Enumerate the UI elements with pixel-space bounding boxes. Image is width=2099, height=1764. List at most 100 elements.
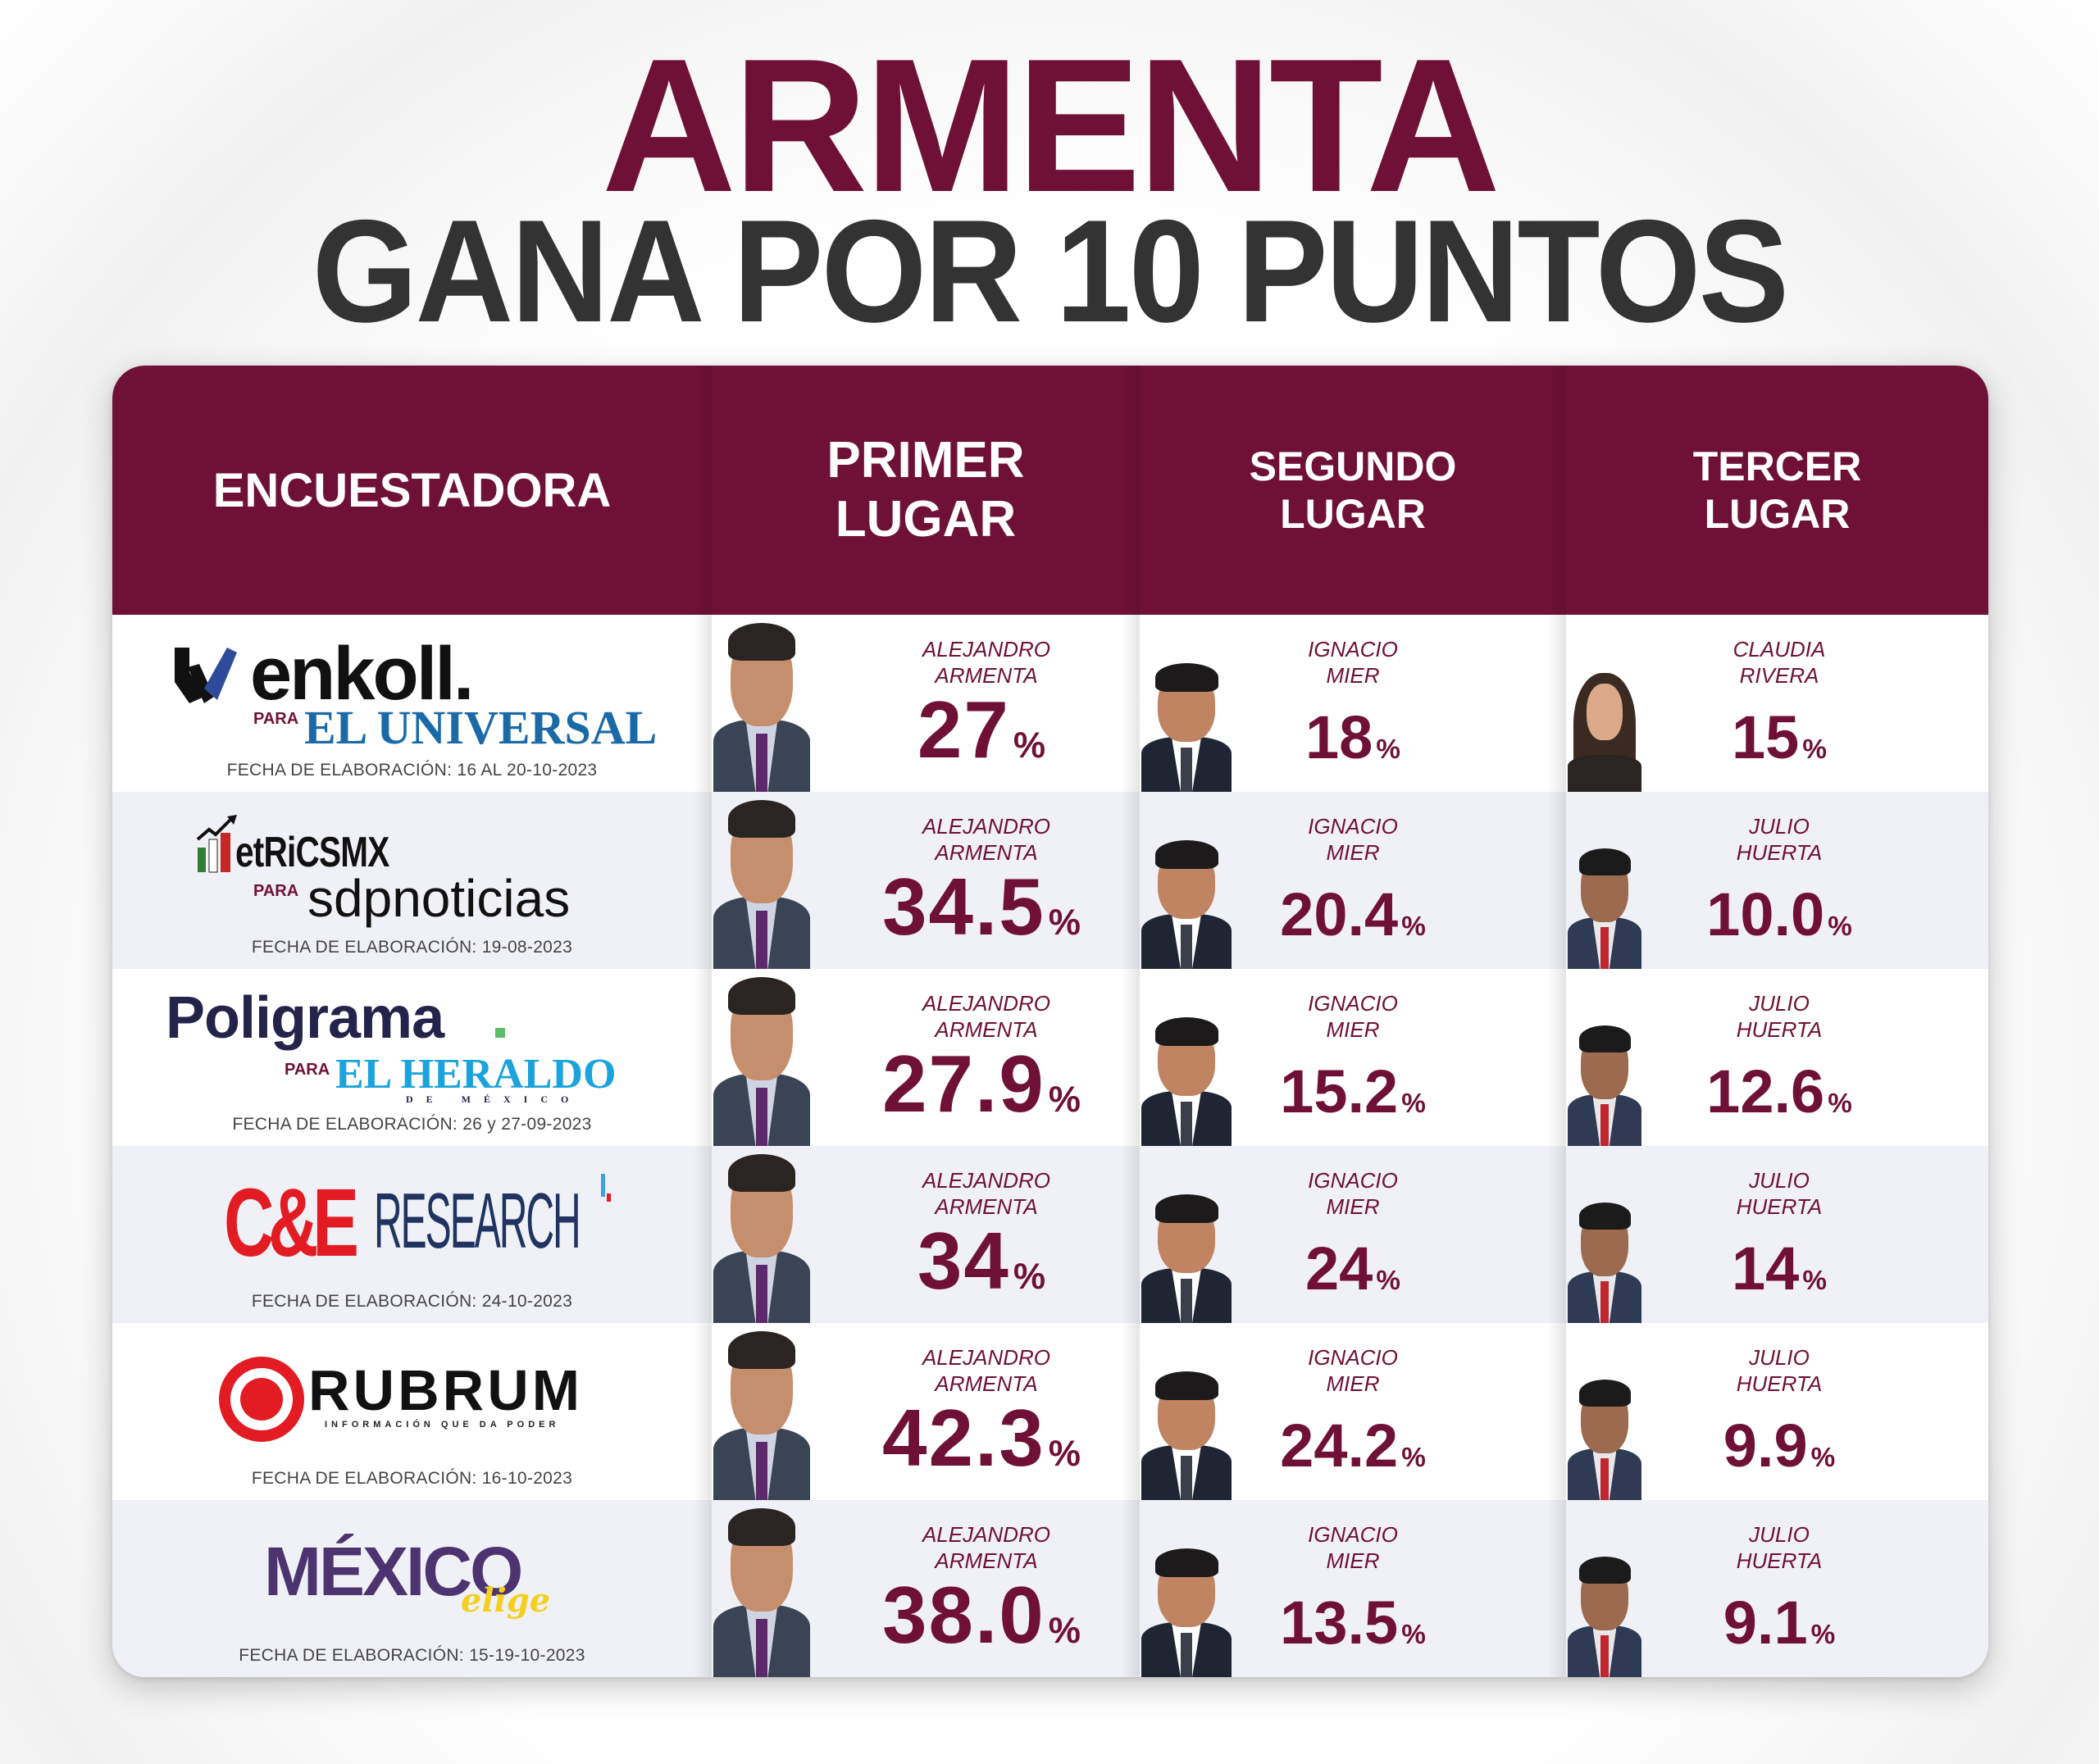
header-label: LUGAR <box>835 491 1017 548</box>
percent-sign: % <box>1828 1089 1852 1119</box>
header-primer-lugar: PRIMER LUGAR <box>712 366 1140 615</box>
metricsmx-logo-icon <box>196 815 237 873</box>
name-line: JULIO <box>1749 1168 1810 1193</box>
name-line: ALEJANDRO <box>922 814 1051 839</box>
percentage-value: 9.9 <box>1723 1412 1808 1480</box>
metricsmx-wordmark: etRiCSMX <box>235 829 389 876</box>
second-place-cell: IGNACIO MIER 13.5% <box>1140 1500 1566 1677</box>
pollster-cell: enkoll. PARA EL UNIVERSAL FECHA DE ELABO… <box>112 615 712 792</box>
pollster-cell: RUBRUM INFORMACIÓN QUE DA PODER FECHA DE… <box>112 1323 712 1500</box>
pollster-cell: C&E RESEARCH FECHA DE ELABORACIÓN: 24-10… <box>112 1146 712 1323</box>
name-line: HUERTA <box>1736 1194 1823 1219</box>
name-line: ALEJANDRO <box>922 991 1051 1016</box>
name-line: JULIO <box>1749 1345 1810 1370</box>
percentage-value: 18 <box>1305 703 1373 771</box>
para-label: PARA <box>253 882 299 900</box>
name-line: ARMENTA <box>935 840 1038 865</box>
percentage: 9.1% <box>1648 1590 1910 1668</box>
name-line: IGNACIO <box>1308 1345 1398 1370</box>
name-line: IGNACIO <box>1308 637 1398 662</box>
candidate-photo-huerta <box>1568 1377 1641 1500</box>
candidate-name: JULIO HUERTA <box>1656 1521 1902 1574</box>
candidate-photo-huerta <box>1568 1554 1641 1677</box>
candidate-photo-armenta <box>713 620 810 792</box>
first-place-cell: ALEJANDRO ARMENTA 34.5% <box>712 792 1140 969</box>
name-line: IGNACIO <box>1308 1522 1398 1547</box>
percentage: 27% <box>826 689 1138 787</box>
name-line: HUERTA <box>1736 1548 1823 1573</box>
candidate-name: IGNACIO MIER <box>1230 1521 1476 1574</box>
percentage-value: 14 <box>1732 1234 1800 1303</box>
enkoll-wordmark: enkoll. <box>250 632 474 716</box>
percent-sign: % <box>1810 1620 1836 1650</box>
table-row: etRiCSMX PARA sdpnoticias FECHA DE ELABO… <box>112 792 1988 969</box>
name-line: MIER <box>1326 663 1380 688</box>
para-label: PARA <box>253 710 299 728</box>
table-row: RUBRUM INFORMACIÓN QUE DA PODER FECHA DE… <box>112 1323 1988 1500</box>
percent-sign: % <box>1376 734 1400 765</box>
percentage-value: 15 <box>1732 703 1800 771</box>
name-line: HUERTA <box>1736 1017 1823 1042</box>
percent-sign: % <box>1802 734 1827 765</box>
candidate-name: IGNACIO MIER <box>1230 1344 1476 1397</box>
candidate-photo-armenta <box>713 1151 810 1323</box>
percentage: 14% <box>1648 1236 1910 1314</box>
name-line: MIER <box>1326 1017 1380 1042</box>
candidate-photo-armenta <box>713 797 810 969</box>
name-line: ARMENTA <box>935 1194 1038 1219</box>
percentage: 20.4% <box>1222 882 1484 960</box>
candidate-photo-mier <box>1141 1192 1232 1323</box>
table-row: Poligrama PARA EL HERALDO DE MÉXICO FECH… <box>112 969 1988 1146</box>
name-line: ALEJANDRO <box>922 1345 1051 1370</box>
percentage-value: 20.4 <box>1280 880 1399 948</box>
percent-sign: % <box>1013 1257 1048 1297</box>
header-label: LUGAR <box>1280 491 1426 537</box>
percentage: 42.3% <box>826 1397 1138 1495</box>
percent-sign: % <box>1048 1434 1082 1474</box>
percent-sign: % <box>1048 902 1082 943</box>
percentage-value: 38.0 <box>882 1570 1045 1660</box>
name-line: ALEJANDRO <box>922 1168 1051 1193</box>
percent-sign: % <box>1048 1611 1082 1651</box>
percentage: 18% <box>1222 705 1484 783</box>
name-line: HUERTA <box>1736 840 1823 865</box>
candidate-photo-mier <box>1141 1015 1232 1146</box>
name-line: MIER <box>1326 1194 1380 1219</box>
fecha-elaboracion: FECHA DE ELABORACIÓN: 19-08-2023 <box>251 938 573 957</box>
candidate-name: ALEJANDRO ARMENTA <box>847 1344 1126 1397</box>
rubrum-tagline: INFORMACIÓN QUE DA PODER <box>325 1420 560 1430</box>
name-line: ALEJANDRO <box>922 637 1051 662</box>
percent-sign: % <box>1828 912 1852 942</box>
candidate-name: JULIO HUERTA <box>1656 990 1902 1043</box>
percentage: 27.9% <box>826 1043 1138 1141</box>
mexico-elige-logo-icon: elige <box>461 1581 551 1620</box>
candidate-photo-mier <box>1141 1546 1232 1677</box>
percentage-value: 27 <box>917 684 1010 775</box>
name-line: ARMENTA <box>935 663 1038 688</box>
candidate-name: ALEJANDRO ARMENTA <box>847 636 1126 689</box>
header-tercer-lugar: TERCER LUGAR <box>1566 366 1988 615</box>
second-place-cell: IGNACIO MIER 24% <box>1140 1146 1566 1323</box>
candidate-photo-mier <box>1141 661 1232 792</box>
name-line: JULIO <box>1749 991 1810 1016</box>
header-label: TERCER <box>1692 443 1862 489</box>
ce-research-logo-icon <box>601 1174 611 1202</box>
percentage: 38.0% <box>826 1574 1138 1672</box>
candidate-photo-armenta <box>713 1505 810 1677</box>
header-label: LUGAR <box>1704 491 1851 537</box>
percentage: 13.5% <box>1222 1590 1484 1668</box>
candidate-photo-huerta <box>1568 846 1641 969</box>
name-line: JULIO <box>1749 814 1810 839</box>
first-place-cell: ALEJANDRO ARMENTA 34% <box>712 1146 1140 1323</box>
poll-table: ENCUESTADORA PRIMER LUGAR SEGUNDO LUGAR TE… <box>112 366 1988 1677</box>
percentage: 15.2% <box>1222 1059 1484 1137</box>
fecha-elaboracion: FECHA DE ELABORACIÓN: 16-10-2023 <box>251 1469 573 1488</box>
fecha-elaboracion: FECHA DE ELABORACIÓN: 16 AL 20-10-2023 <box>226 761 598 780</box>
percent-sign: % <box>1013 725 1048 766</box>
second-place-cell: IGNACIO MIER 15.2% <box>1140 969 1566 1146</box>
candidate-photo-huerta <box>1568 1023 1641 1146</box>
second-place-cell: IGNACIO MIER 18% <box>1140 615 1566 792</box>
third-place-cell: JULIO HUERTA 14% <box>1566 1146 1988 1323</box>
candidate-name: IGNACIO MIER <box>1230 990 1476 1043</box>
el-heraldo-wordmark: EL HERALDO <box>335 1051 617 1098</box>
